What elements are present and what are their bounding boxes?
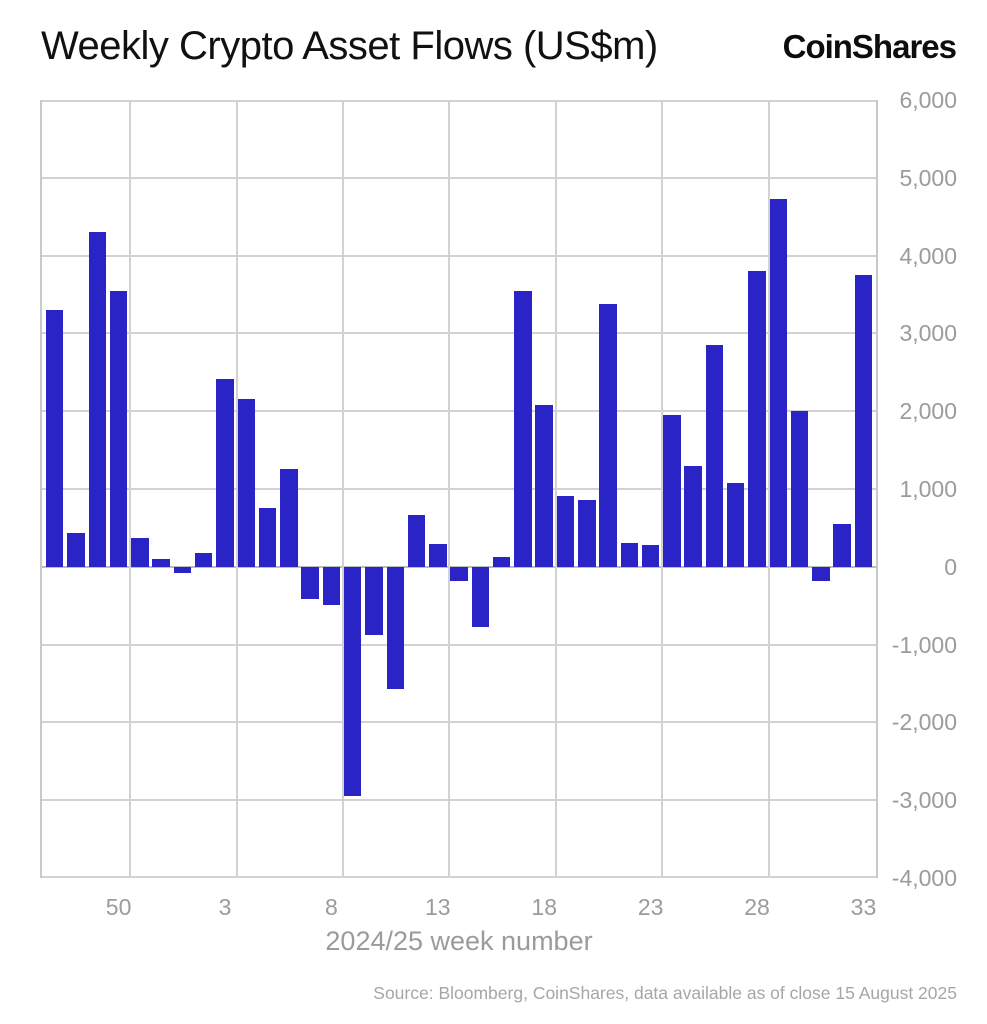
bar-week-5 bbox=[258, 507, 277, 567]
y-axis-label-1000: 1,000 bbox=[899, 476, 957, 502]
coinshares-logo: CoinShares bbox=[782, 28, 957, 65]
y-axis-label-5000: 5,000 bbox=[899, 164, 957, 191]
bar-week-16 bbox=[492, 557, 511, 567]
bar-week-9 bbox=[343, 566, 362, 797]
bar-week-51 bbox=[131, 538, 149, 567]
bar-week-33 bbox=[854, 275, 873, 567]
bar-week-17 bbox=[514, 291, 532, 567]
x-axis-label-3: 3 bbox=[218, 894, 232, 920]
bar-week-10 bbox=[365, 566, 383, 636]
y-axis-label-0: 0 bbox=[944, 553, 957, 580]
bar-week-2 bbox=[194, 552, 213, 567]
bar-week-7 bbox=[301, 566, 319, 599]
gridline-y--1000 bbox=[40, 643, 878, 646]
gridline-week-23 bbox=[661, 100, 664, 878]
bar-week-19 bbox=[556, 496, 575, 567]
bar-week-47 bbox=[46, 310, 64, 567]
gridline-week-3 bbox=[235, 100, 238, 878]
bar-week-52 bbox=[152, 559, 170, 567]
y-axis-label--3000: -3,000 bbox=[891, 787, 957, 814]
bar-week-29 bbox=[769, 198, 788, 567]
bar-week-27 bbox=[727, 482, 745, 567]
gridline-week-50 bbox=[129, 100, 132, 878]
y-axis-label-2000: 2,000 bbox=[899, 398, 957, 425]
bar-week-50 bbox=[109, 290, 128, 567]
gridline-week-13 bbox=[448, 100, 451, 878]
x-axis-label-28: 28 bbox=[744, 894, 770, 920]
bar-week-30 bbox=[790, 411, 809, 567]
y-axis-label-4000: 4,000 bbox=[899, 242, 957, 269]
gridline-y--2000 bbox=[40, 721, 878, 724]
bar-week-25 bbox=[684, 465, 702, 567]
bar-week-15 bbox=[471, 566, 490, 628]
y-axis-label--1000: -1,000 bbox=[891, 631, 957, 658]
chart-title: Weekly Crypto Asset Flows (US$m) bbox=[41, 24, 658, 68]
y-axis-label--2000: -2,000 bbox=[891, 709, 957, 736]
plot-border-left bbox=[40, 100, 42, 878]
plot-area bbox=[40, 100, 878, 878]
bar-week-24 bbox=[663, 415, 681, 567]
y-axis-label--4000: -4,000 bbox=[891, 865, 957, 891]
bar-week-18 bbox=[535, 404, 553, 567]
gridline-week-8 bbox=[341, 100, 344, 878]
gridline-y-5000 bbox=[40, 176, 878, 179]
y-axis-label-6000: 6,000 bbox=[899, 87, 957, 113]
bar-week-20 bbox=[578, 499, 596, 567]
bar-week-4 bbox=[237, 398, 255, 567]
x-axis-label-33: 33 bbox=[850, 894, 877, 920]
plot-border-right bbox=[876, 100, 878, 878]
bar-week-21 bbox=[599, 303, 617, 567]
bar-week-23 bbox=[641, 545, 660, 567]
gridline-week-28 bbox=[767, 100, 770, 878]
gridline-y--3000 bbox=[40, 799, 878, 802]
x-axis-label-50: 50 bbox=[105, 894, 132, 920]
bar-week-22 bbox=[620, 542, 639, 567]
bar-week-6 bbox=[280, 468, 298, 567]
bar-week-11 bbox=[386, 566, 404, 689]
gridline-y-6000 bbox=[40, 100, 878, 102]
gridline-y-2000 bbox=[40, 410, 878, 413]
bar-week-32 bbox=[833, 524, 851, 567]
bar-week-12 bbox=[407, 515, 426, 567]
x-axis-label-8: 8 bbox=[325, 894, 338, 920]
x-axis-title: 2024/25 week number bbox=[325, 926, 593, 956]
gridline-y-4000 bbox=[40, 254, 878, 257]
bar-week-26 bbox=[705, 345, 724, 567]
gridline-week-18 bbox=[554, 100, 557, 878]
gridline-y-3000 bbox=[40, 332, 878, 335]
y-axis-label-3000: 3,000 bbox=[899, 320, 957, 347]
bar-week-28 bbox=[748, 271, 766, 567]
gridline-y--4000 bbox=[40, 876, 878, 878]
gridline-y-1000 bbox=[40, 488, 878, 490]
bar-week-13 bbox=[429, 544, 447, 567]
bar-week-48 bbox=[67, 532, 85, 567]
bar-week-1 bbox=[173, 566, 192, 574]
x-axis-label-18: 18 bbox=[531, 894, 558, 920]
x-axis-label-23: 23 bbox=[637, 894, 664, 920]
bar-week-8 bbox=[322, 566, 341, 605]
source-note: Source: Bloomberg, CoinShares, data avai… bbox=[373, 983, 957, 1003]
bar-week-49 bbox=[88, 232, 107, 567]
bar-week-31 bbox=[812, 566, 830, 581]
bar-week-14 bbox=[450, 566, 468, 581]
bar-week-3 bbox=[216, 378, 234, 567]
x-axis-label-13: 13 bbox=[425, 894, 451, 920]
